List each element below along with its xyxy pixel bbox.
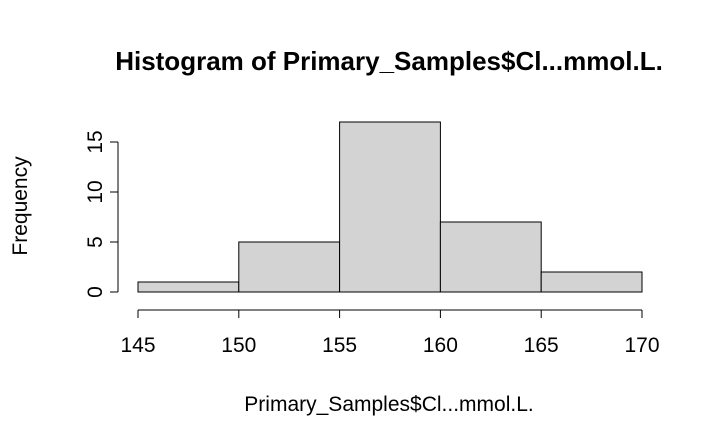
y-tick-label: 0 <box>84 286 107 298</box>
bars-group <box>137 121 643 293</box>
y-axis: 0 5 10 15 <box>84 130 119 298</box>
y-axis-label: Frequency <box>9 156 32 256</box>
x-tick-label: 160 <box>423 334 458 357</box>
x-axis: 145 150 155 160 165 170 <box>120 309 660 357</box>
x-axis-label: Primary_Samples$Cl...mmol.L. <box>244 393 533 416</box>
histogram-bar-4 <box>540 271 643 293</box>
chart-title: Histogram of Primary_Samples$Cl...mmol.L… <box>115 46 663 76</box>
y-tick-label: 10 <box>84 180 107 203</box>
histogram-bar-0 <box>137 281 240 293</box>
histogram-bar-1 <box>238 241 341 293</box>
histogram-bar-2 <box>339 121 441 293</box>
histogram-bar-3 <box>439 221 542 293</box>
y-tick-label: 5 <box>84 236 107 248</box>
x-tick-label: 170 <box>624 334 659 357</box>
x-tick-label: 165 <box>524 334 559 357</box>
x-tick-label: 150 <box>221 334 256 357</box>
x-tick-label: 155 <box>322 334 357 357</box>
x-tick-label: 145 <box>120 334 155 357</box>
y-tick-label: 15 <box>84 130 107 153</box>
